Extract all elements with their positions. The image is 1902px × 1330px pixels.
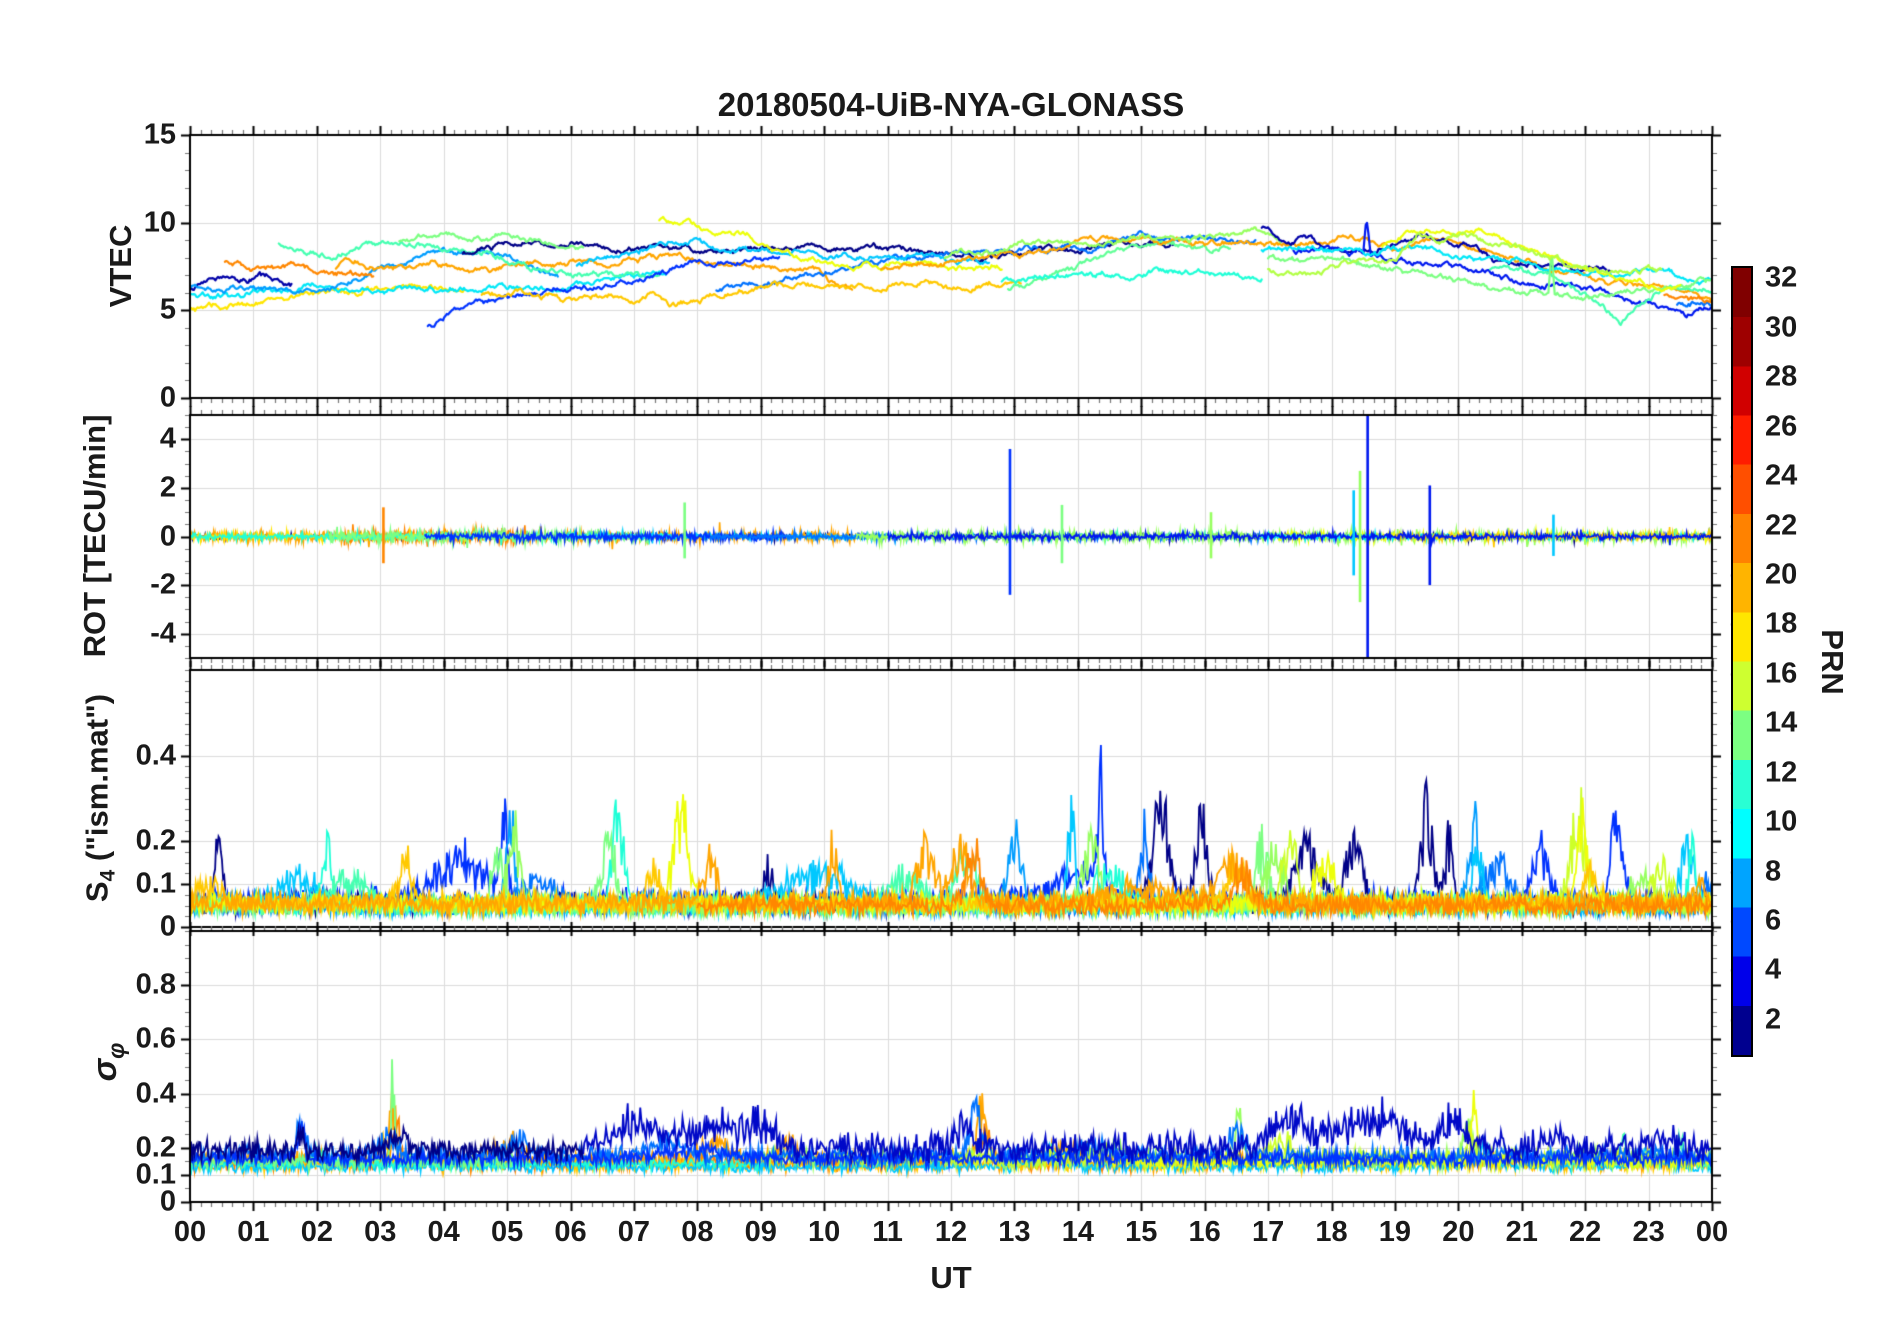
colorbar-tick-label: 14 (1765, 706, 1798, 739)
x-tick-label: 11 (872, 1216, 903, 1248)
sigma_phi-ytick-label: 0.1 (135, 1158, 176, 1191)
rot-ytick-label: -2 (150, 568, 176, 601)
x-tick-label: 10 (808, 1216, 841, 1248)
colorbar-tick-label: 24 (1765, 459, 1798, 492)
s4-ytick-label: 0.2 (135, 824, 176, 857)
s4-label-sub: 4 (96, 869, 120, 882)
vtec-ytick-label: 0 (159, 381, 176, 414)
colorbar-label: PRN (1815, 629, 1850, 695)
colorbar-tick-label: 30 (1765, 311, 1798, 344)
rot-ytick-label: 0 (159, 520, 176, 552)
colorbar-tick-label: 20 (1765, 558, 1798, 591)
s4-ytick-label: 0.1 (135, 867, 176, 900)
y-axis-label-sigma-phi: σφ (86, 1043, 130, 1082)
colorbar-tick-label: 16 (1765, 657, 1798, 690)
colorbar-tick-label: 12 (1765, 756, 1798, 789)
colorbar (1731, 266, 1753, 1057)
x-tick-label: 01 (237, 1216, 270, 1248)
colorbar-tick-label: 8 (1765, 855, 1782, 888)
colorbar-tick-label: 2 (1765, 1003, 1782, 1036)
sigma_phi-ytick-label: 0.8 (135, 968, 176, 1001)
x-tick-label: 07 (617, 1216, 651, 1248)
sigma_phi-ytick-label: 0.4 (135, 1077, 176, 1110)
x-tick-label: 02 (300, 1216, 333, 1248)
x-tick-label: 20 (1442, 1216, 1475, 1248)
figure-title: 20180504-UiB-NYA-GLONASS (717, 86, 1185, 123)
x-tick-label: 00 (1695, 1216, 1729, 1248)
s4-ytick-label: 0.4 (135, 739, 176, 772)
vtec-ytick-label: 10 (143, 206, 176, 239)
vtec-ytick-label: 5 (159, 293, 176, 326)
x-tick-label: 05 (490, 1216, 524, 1248)
sigma_phi-ytick-label: 0.6 (135, 1022, 176, 1055)
x-tick-label: 06 (554, 1216, 587, 1248)
x-tick-label: 17 (1251, 1216, 1285, 1248)
x-tick-label: 22 (1569, 1216, 1602, 1248)
x-tick-label: 13 (998, 1216, 1031, 1248)
y-axis-label-s4: S4 ("ism.mat") (79, 694, 120, 902)
colorbar-tick-label: 28 (1765, 360, 1798, 393)
colorbar-tick-label: 18 (1765, 607, 1798, 640)
s4-label-pre: S (79, 881, 115, 903)
x-tick-label: 09 (744, 1216, 777, 1248)
vtec-ytick-label: 15 (143, 118, 176, 151)
colorbar-tick-label: 6 (1765, 904, 1782, 937)
rot-ytick-label: -4 (150, 617, 176, 650)
x-tick-label: 16 (1188, 1216, 1221, 1248)
x-tick-label: 18 (1315, 1216, 1348, 1248)
x-tick-label: 19 (1378, 1216, 1412, 1248)
colorbar-tick-label: 4 (1765, 953, 1782, 986)
sigma_phi-ytick-label: 0 (159, 1185, 176, 1218)
sigma-label-sub: φ (102, 1042, 129, 1059)
y-axis-label-vtec: VTEC (103, 224, 138, 308)
colorbar-tick-label: 32 (1765, 261, 1798, 294)
colorbar-tick-label: 26 (1765, 410, 1798, 443)
rot-ytick-label: 2 (159, 471, 176, 504)
sigma-label-pre: σ (86, 1058, 125, 1082)
x-tick-label: 04 (427, 1216, 460, 1248)
rot-ytick-label: 4 (159, 422, 176, 455)
x-tick-label: 15 (1125, 1216, 1158, 1248)
x-tick-label: 21 (1505, 1216, 1538, 1248)
x-tick-label: 00 (173, 1216, 207, 1248)
x-axis-label: UT (930, 1260, 972, 1295)
s4-ytick-label: 0 (159, 910, 176, 943)
colorbar-tick-label: 10 (1765, 805, 1798, 838)
s4-label-post: ("ism.mat") (79, 693, 115, 870)
x-tick-label: 14 (1061, 1216, 1094, 1248)
x-tick-label: 12 (934, 1216, 968, 1248)
x-tick-label: 23 (1632, 1216, 1665, 1248)
x-tick-label: 08 (681, 1216, 714, 1248)
colorbar-tick-label: 22 (1765, 509, 1798, 542)
x-tick-label: 03 (364, 1216, 397, 1248)
sigma_phi-ytick-label: 0.2 (135, 1131, 176, 1164)
y-axis-label-rot: ROT [TECU/min] (77, 414, 112, 658)
